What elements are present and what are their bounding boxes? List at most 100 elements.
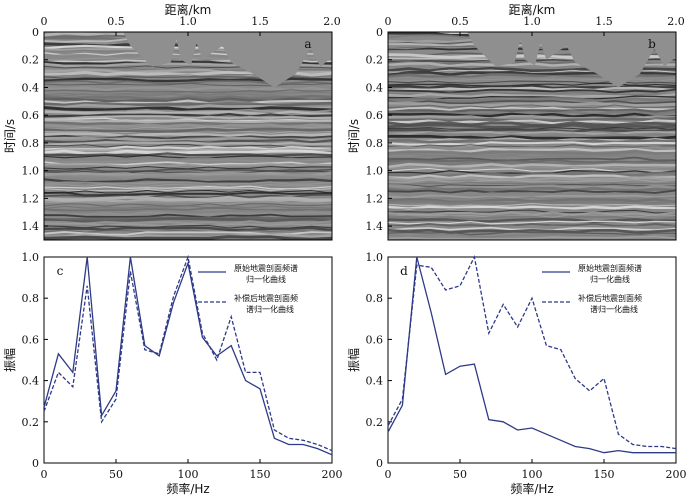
reflector <box>388 80 676 85</box>
reflector <box>44 181 332 186</box>
plot-frame <box>387 256 677 464</box>
reflector <box>388 211 676 217</box>
legend-label: 补偿后地震剖面频 <box>578 293 642 303</box>
reflector <box>44 235 332 240</box>
y-tick-label: 0.8 <box>22 137 40 150</box>
spectrum-chart-d: 0 50 100 150 200 0 0.2 0.4 0.6 0.8 1.0 频率/Hz 振幅 原始地震剖… <box>346 251 687 496</box>
reflector <box>44 158 332 164</box>
x-tick-label: 0 <box>385 468 392 481</box>
y-tick-label: 0.2 <box>366 54 384 67</box>
reflector <box>388 228 676 234</box>
reflector <box>44 189 332 194</box>
y-tick-label: 0.2 <box>22 416 40 429</box>
reflector <box>388 162 676 169</box>
x-tick-label: 100 <box>178 468 199 481</box>
section-a: 0 0.5 1.0 1.5 2.0 距离/km 0 0.2 0.4 0.6 0.8 1.0 1.2 1.4… <box>3 2 341 241</box>
x-tick-label: 150 <box>250 468 271 481</box>
reflector <box>44 86 332 92</box>
reflector <box>388 197 676 204</box>
reflector <box>388 176 676 182</box>
x-axis-label: 频率/Hz <box>166 481 209 496</box>
y-axis-label: 时间/s <box>3 119 17 153</box>
reflector <box>388 225 676 229</box>
reflector <box>44 99 332 105</box>
x-tick-label: 200 <box>666 468 687 481</box>
y-tick-label: 1.0 <box>22 165 40 178</box>
y-tick-label: 1.4 <box>366 220 384 233</box>
reflector <box>44 170 332 174</box>
legend-label: 归一化曲线 <box>246 274 286 284</box>
mute-zone <box>123 32 332 88</box>
y-tick-label: 0.8 <box>366 137 384 150</box>
y-tick-label: 0 <box>32 457 39 470</box>
reflector <box>44 106 332 112</box>
reflector <box>44 156 332 162</box>
y-tick-label: 0.6 <box>22 109 40 122</box>
reflector <box>44 110 332 116</box>
y-tick-label: 1.0 <box>22 251 40 264</box>
reflector <box>388 104 676 109</box>
x-tick-label: 0.5 <box>107 15 125 28</box>
y-tick-label: 1.2 <box>22 192 40 205</box>
reflector <box>388 186 676 193</box>
reflector <box>44 138 332 144</box>
x-tick-label: 0.5 <box>451 15 469 28</box>
reflector <box>388 214 676 218</box>
reflector <box>388 147 676 153</box>
spectrum-chart-c: 0 50 100 150 200 0 0.2 0.4 0.6 0.8 1.0 频率/Hz 振幅 原始地震剖… <box>2 251 343 496</box>
reflector <box>388 181 676 186</box>
section-b: 0 0.5 1.0 1.5 2.0 距离/km 0 0.2 0.4 0.6 0.8 1.0 1.2 1.4… <box>347 2 685 241</box>
x-tick-label: 0 <box>385 15 392 28</box>
y-tick-label: 0.4 <box>366 375 384 388</box>
reflector <box>44 115 332 120</box>
reflector <box>44 191 332 197</box>
reflector <box>388 165 676 170</box>
reflector <box>388 149 676 156</box>
x-axis-label: 距离/km <box>165 2 212 17</box>
y-tick-label: 1.0 <box>366 165 384 178</box>
reflector <box>388 191 676 197</box>
reflector <box>388 123 676 130</box>
x-axis-label: 频率/Hz <box>510 481 553 496</box>
reflector <box>44 168 332 173</box>
y-tick-label: 0.6 <box>22 333 40 346</box>
reflector <box>44 112 332 118</box>
reflector <box>44 84 332 89</box>
reflector <box>44 127 332 134</box>
reflector <box>388 205 676 210</box>
x-tick-label: 1.0 <box>523 15 541 28</box>
reflector <box>44 149 332 156</box>
reflector <box>44 130 332 135</box>
x-tick-label: 50 <box>109 468 123 481</box>
reflector <box>44 143 332 148</box>
x-tick-label: 1.5 <box>251 15 269 28</box>
reflector <box>44 118 332 125</box>
y-tick-label: 0.4 <box>366 81 384 94</box>
reflector <box>44 233 332 239</box>
reflector <box>388 100 676 105</box>
reflector <box>388 88 676 94</box>
reflector <box>388 218 676 224</box>
reflector <box>388 178 676 184</box>
x-tick-label: 2.0 <box>667 15 685 28</box>
x-tick-label: 1.0 <box>179 15 197 28</box>
reflector <box>388 154 676 159</box>
reflector <box>388 183 676 188</box>
reflector <box>388 96 676 103</box>
reflector <box>388 156 676 162</box>
y-axis-label: 振幅 <box>2 348 17 372</box>
legend-label: 原始地震剖面频谱 <box>234 263 298 273</box>
reflector <box>44 206 332 212</box>
reflector <box>388 189 676 194</box>
reflector <box>388 222 676 227</box>
x-tick-label: 1.5 <box>595 15 613 28</box>
x-tick-label: 2.0 <box>323 15 341 28</box>
y-tick-label: 1.2 <box>366 192 384 205</box>
reflector <box>44 226 332 232</box>
reflector <box>388 220 676 225</box>
reflector <box>44 97 332 103</box>
reflector <box>388 132 676 138</box>
reflector <box>388 235 676 240</box>
reflector <box>44 175 332 182</box>
reflector <box>388 141 676 146</box>
